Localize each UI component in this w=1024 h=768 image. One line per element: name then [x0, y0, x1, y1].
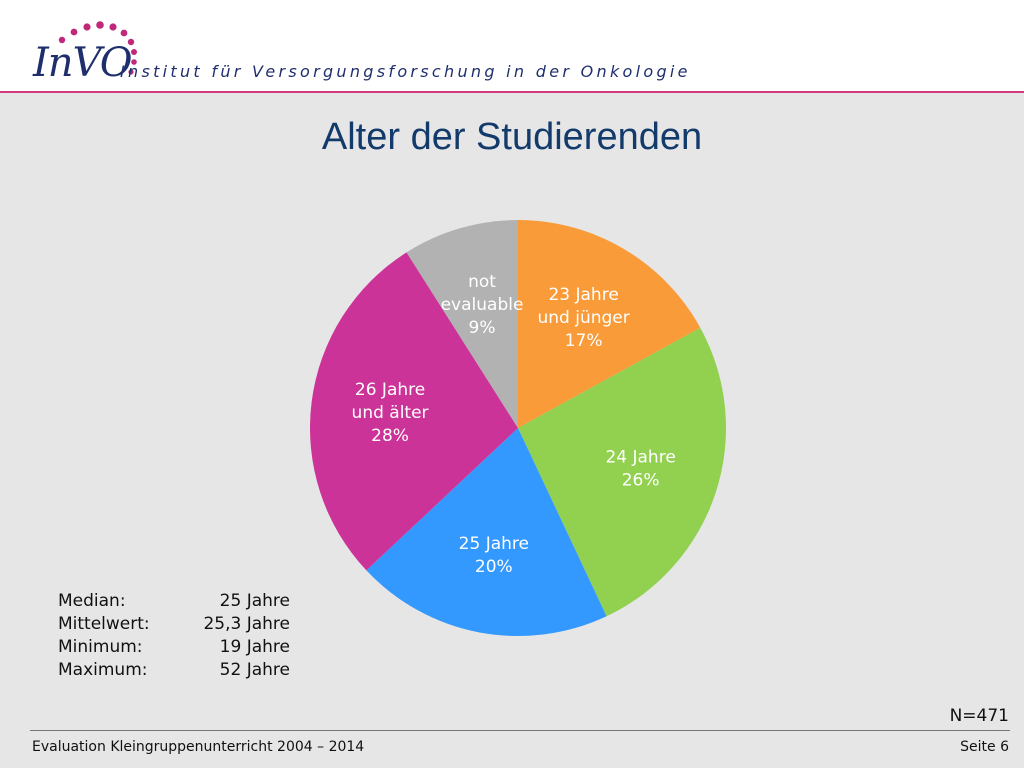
pie-label-0: 23 Jahre und jünger 17%	[538, 285, 630, 351]
stat-row-maximum: Maximum: 52 Jahre	[58, 659, 290, 682]
page-number: Seite 6	[960, 739, 1009, 755]
pie-label-1: 24 Jahre 26%	[605, 447, 675, 490]
page-title: Alter der Studierenden	[321, 116, 703, 158]
stat-row-minimum: Minimum: 19 Jahre	[58, 636, 290, 659]
logo-text: InVO	[33, 40, 133, 86]
stat-value: 25 Jahre	[219, 591, 290, 611]
pie-label-2: 25 Jahre 20%	[459, 534, 529, 577]
header-divider	[0, 91, 1024, 93]
stat-value: 19 Jahre	[219, 637, 290, 657]
footer-text: Evaluation Kleingruppenunterricht 2004 –…	[32, 739, 365, 755]
sample-size: N=471	[949, 706, 1009, 726]
pie-slice-2	[366, 428, 607, 636]
stat-row-median: Median: 25 Jahre	[58, 590, 290, 613]
pie-slice-4	[406, 220, 518, 428]
stat-label: Minimum:	[58, 637, 143, 657]
stat-label: Maximum:	[58, 660, 148, 680]
stat-row-mean: Mittelwert: 25,3 Jahre	[58, 613, 290, 636]
stat-value: 25,3 Jahre	[203, 614, 290, 634]
stat-value: 52 Jahre	[219, 660, 290, 680]
pie-slice-1	[518, 327, 726, 617]
pie-slice-3	[310, 252, 518, 571]
header-bar: InVO Institut für Versorgungsforschung i…	[0, 0, 1024, 92]
stat-label: Mittelwert:	[58, 614, 150, 634]
footer-divider	[30, 730, 1010, 731]
institute-name: Institut für Versorgungsforschung in der…	[120, 62, 691, 81]
pie-label-4: not evaluable 9%	[441, 272, 524, 338]
logo-dots-icon	[58, 21, 137, 75]
statistics-list: Median: 25 Jahre Mittelwert: 25,3 Jahre …	[58, 590, 290, 682]
stat-label: Median:	[58, 591, 126, 611]
pie-label-3: 26 Jahre und älter 28%	[352, 380, 429, 446]
pie-slice-0	[518, 220, 701, 428]
